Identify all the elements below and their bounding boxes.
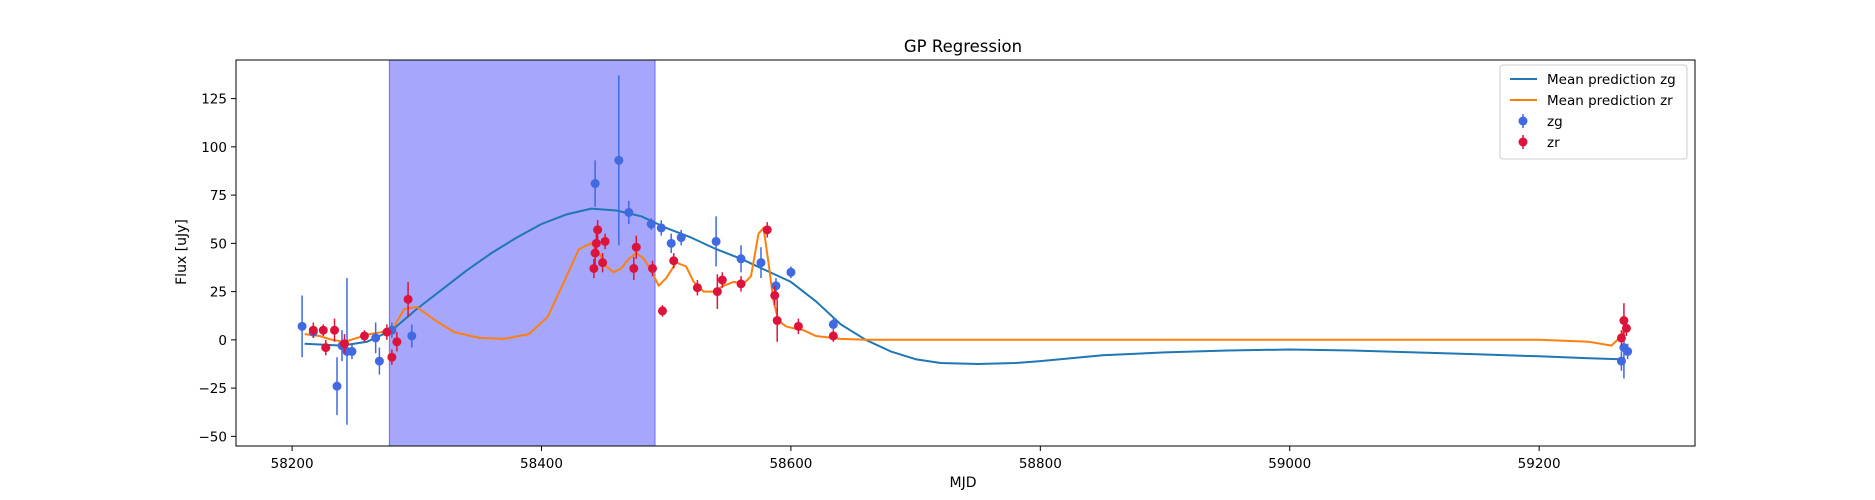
data-point: [371, 333, 381, 343]
legend-marker-swatch: [1518, 116, 1528, 126]
x-tick-label: 58200: [271, 456, 314, 472]
legend-marker-swatch: [1518, 137, 1528, 147]
data-point: [828, 331, 838, 341]
data-point: [756, 258, 766, 268]
x-tick-label: 59000: [1268, 456, 1311, 472]
data-point: [593, 225, 603, 235]
legend-label: zr: [1547, 135, 1560, 151]
data-point: [828, 319, 838, 329]
data-point: [330, 325, 340, 335]
y-tick-label: 75: [210, 188, 227, 204]
chart-title: GP Regression: [904, 37, 1022, 56]
data-point: [332, 381, 342, 391]
data-point: [407, 331, 417, 341]
legend: Mean prediction zg Mean prediction zr zg zr: [1499, 64, 1688, 160]
data-point: [598, 258, 608, 268]
data-point: [590, 248, 600, 258]
legend-label: zg: [1547, 114, 1563, 130]
y-tick-label: −50: [199, 429, 228, 445]
y-tick-label: 100: [201, 140, 227, 156]
data-point: [646, 219, 656, 229]
data-point: [793, 321, 803, 331]
data-point: [692, 283, 702, 293]
data-point: [589, 263, 599, 273]
data-point: [590, 179, 600, 189]
data-point: [600, 236, 610, 246]
y-tick-label: 0: [218, 333, 227, 349]
data-point: [772, 316, 782, 326]
data-point: [666, 238, 676, 248]
data-point: [736, 279, 746, 289]
data-point: [657, 306, 667, 316]
series-zr: [308, 220, 1631, 365]
data-point: [762, 225, 772, 235]
data-point: [339, 339, 349, 349]
y-axis-label: Flux [uJy]: [174, 219, 190, 285]
data-point: [656, 223, 666, 233]
x-axis-ticks: 58200 58400 58600 58800 59000 59200: [271, 446, 1561, 472]
data-point: [717, 275, 727, 285]
data-point: [387, 352, 397, 362]
data-point: [347, 346, 357, 356]
data-point: [631, 242, 641, 252]
data-point: [359, 331, 369, 341]
x-tick-label: 58600: [769, 456, 812, 472]
data-point: [614, 155, 624, 165]
data-point: [624, 207, 634, 217]
x-axis-label: MJD: [950, 475, 977, 491]
data-point: [308, 325, 318, 335]
legend-label: Mean prediction zg: [1547, 72, 1676, 88]
data-point: [771, 281, 781, 291]
x-tick-label: 58800: [1019, 456, 1062, 472]
prediction-line-1: [304, 207, 1621, 365]
legend-label: Mean prediction zr: [1547, 93, 1673, 109]
data-point: [712, 287, 722, 297]
plot-frame: [235, 59, 1696, 447]
data-point: [669, 256, 679, 266]
x-tick-label: 59200: [1518, 456, 1561, 472]
data-point: [321, 343, 331, 353]
data-point: [392, 337, 402, 347]
data-point: [648, 263, 658, 273]
legend-box: [1499, 64, 1688, 160]
y-tick-label: 125: [201, 92, 227, 108]
y-axis-ticks: −50 −25 0 25 50 75 100 125: [199, 92, 236, 445]
highlighted-region: [388, 59, 656, 447]
data-point: [318, 325, 328, 335]
data-point: [711, 236, 721, 246]
data-point: [629, 263, 639, 273]
data-point: [676, 233, 686, 243]
data-point: [297, 321, 307, 331]
data-point: [374, 356, 384, 366]
data-point: [770, 290, 780, 300]
data-point: [403, 294, 413, 304]
x-tick-label: 58400: [520, 456, 563, 472]
data-points: [297, 75, 1633, 425]
y-tick-label: 25: [210, 285, 227, 301]
data-point: [1623, 346, 1633, 356]
y-tick-label: 50: [210, 236, 227, 252]
data-point: [382, 327, 392, 337]
data-point: [591, 238, 601, 248]
y-tick-label: −25: [199, 381, 228, 397]
data-point: [1621, 323, 1631, 333]
data-point: [786, 267, 796, 277]
series-zg: [297, 75, 1633, 425]
data-point: [736, 254, 746, 264]
